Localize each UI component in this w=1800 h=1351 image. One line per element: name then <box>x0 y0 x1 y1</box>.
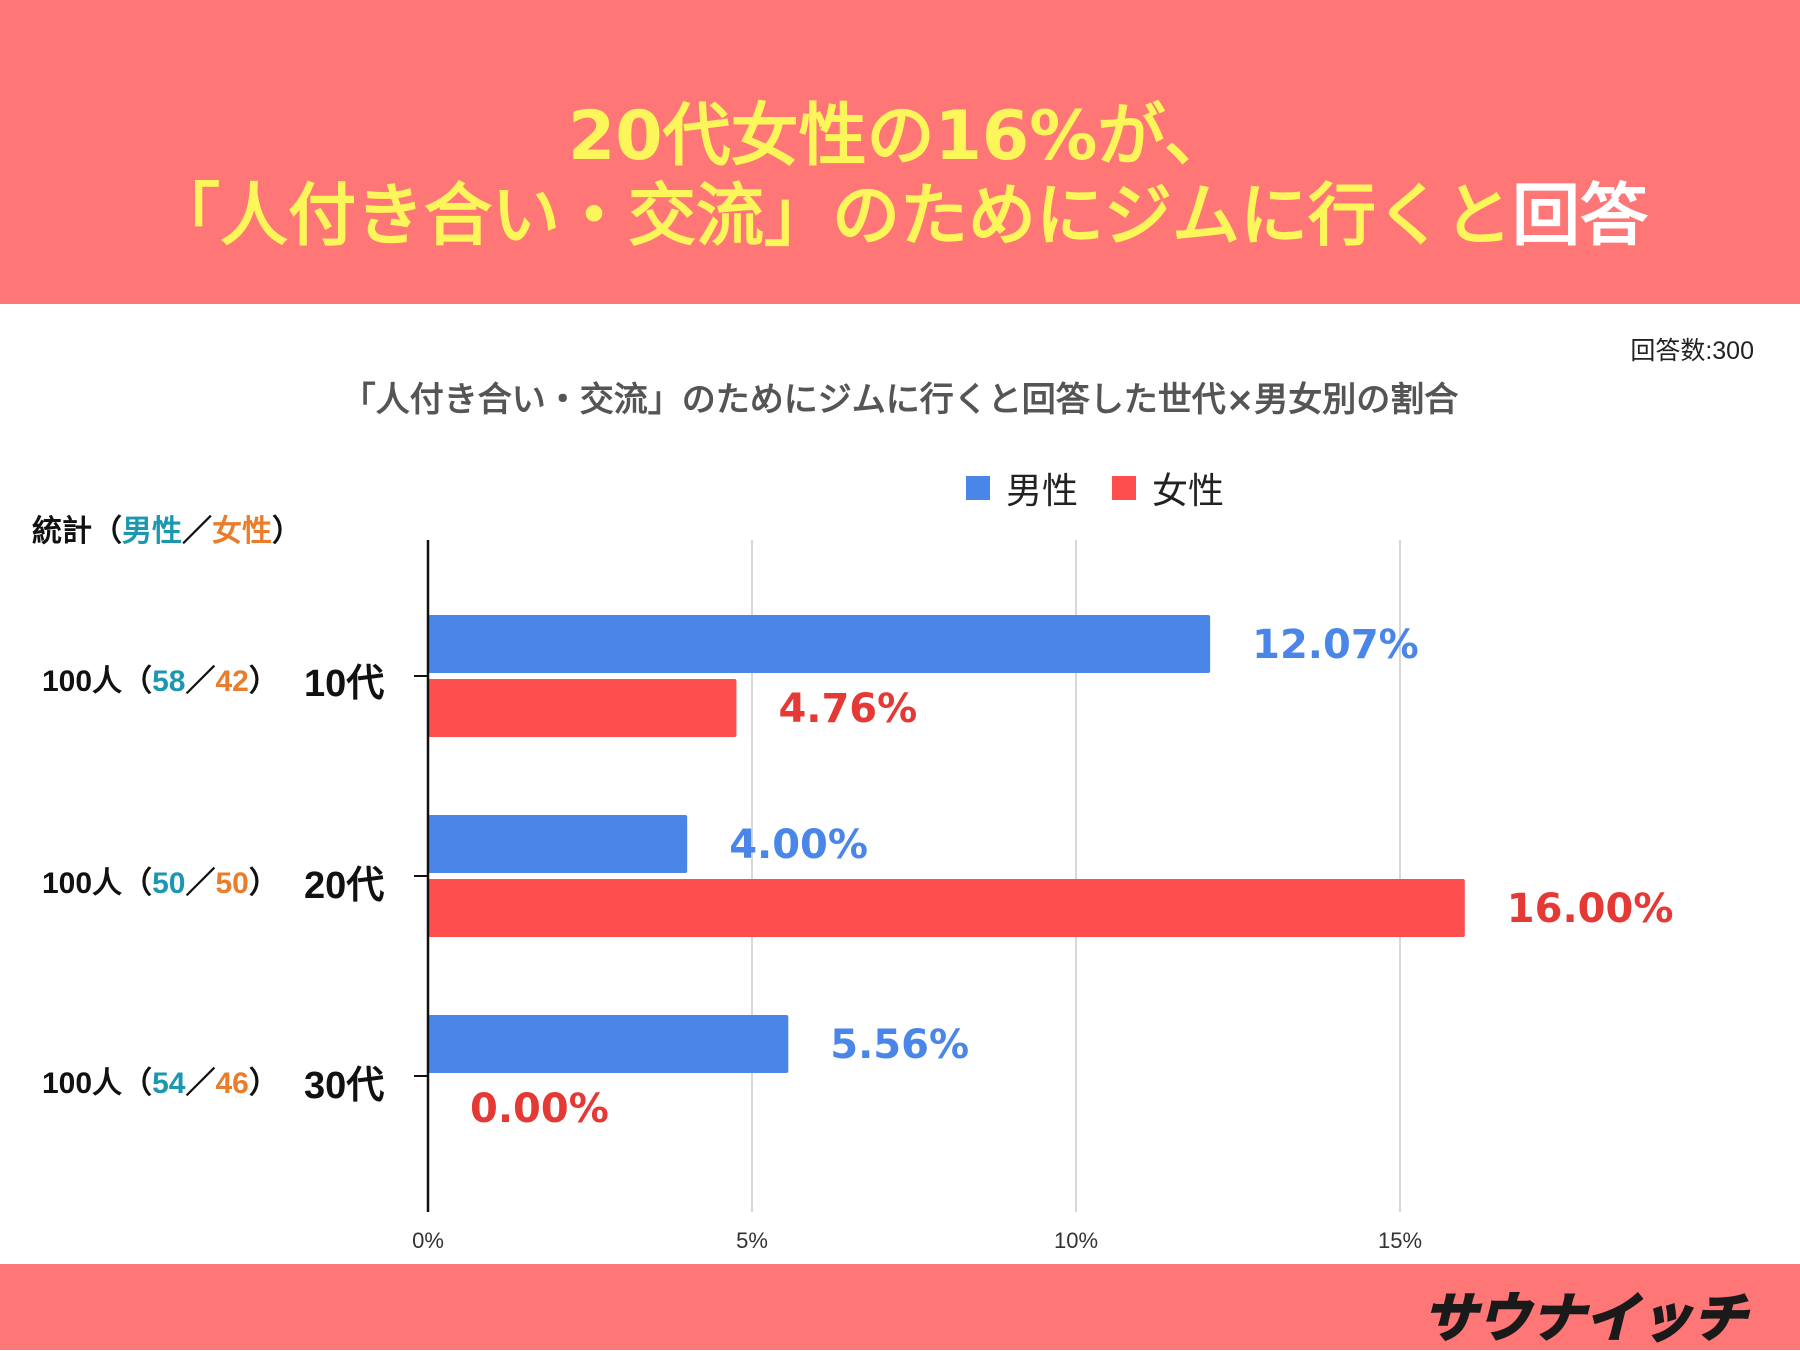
legend-item-female: 女性 <box>1112 462 1224 514</box>
stat-total: 100人（ <box>42 665 153 698</box>
stats-header-male: 男性 <box>122 514 182 549</box>
category-label-30s: 30代 <box>304 1065 385 1107</box>
stat-sep: ／ <box>185 867 216 900</box>
x-tick-label-5: 5% <box>736 1228 768 1253</box>
footer-banner <box>0 1264 1800 1350</box>
bar-female-1 <box>428 879 1465 937</box>
data-label-female-0: 4.76% <box>778 686 917 732</box>
stat-close: ） <box>248 867 279 900</box>
bar-male-1 <box>428 815 688 873</box>
x-tick-label-10: 10% <box>1054 1228 1098 1253</box>
stat-female: 42 <box>215 665 249 698</box>
data-label-female-1: 16.00% <box>1507 886 1674 932</box>
stats-header-sep: ／ <box>182 514 212 549</box>
bar-chart: 0% 5% 10% 15% 12.07% 4.76% 4.00% 16.00% 5.56% 0.0… <box>412 540 1674 1253</box>
headline-line-2-main: 「人付き合い・交流」のためにジムに行くと <box>151 177 1512 256</box>
data-label-male-2: 5.56% <box>830 1022 969 1068</box>
stat-close: ） <box>248 1067 279 1100</box>
data-label-male-0: 12.07% <box>1252 622 1419 668</box>
legend-swatch-female <box>1112 476 1137 500</box>
stat-female: 50 <box>215 867 249 900</box>
x-tick-label-0: 0% <box>412 1228 444 1253</box>
legend-label-male: 男性 <box>1006 471 1079 512</box>
chart-title: 「人付き合い・交流」のためにジムに行くと回答した世代×男女別の割合 <box>341 380 1459 420</box>
stats-header: 統計（男性／女性） <box>32 506 302 550</box>
stat-sep: ／ <box>185 665 216 698</box>
stat-female: 46 <box>215 1067 249 1100</box>
stat-male: 54 <box>152 1067 186 1100</box>
headline-line-2: 「人付き合い・交流」のためにジムに行くと回答 <box>0 160 1800 259</box>
stat-total: 100人（ <box>42 1067 153 1100</box>
stat-row-30s: 100人（54／46） <box>42 1058 279 1102</box>
headline-line-1: 20代女性の16%が、 <box>567 97 1233 176</box>
respondent-count: 回答数:300 <box>1630 337 1754 365</box>
stat-total: 100人（ <box>42 867 153 900</box>
category-label-20s: 20代 <box>304 865 385 907</box>
chart-legend: 男性 女性 <box>966 462 1258 514</box>
stats-header-prefix: 統計（ <box>32 514 122 549</box>
data-label-male-1: 4.00% <box>729 822 868 868</box>
legend-item-male: 男性 <box>966 462 1078 514</box>
legend-label-female: 女性 <box>1152 471 1225 512</box>
bar-male-2 <box>428 1015 789 1073</box>
stat-close: ） <box>248 665 279 698</box>
stat-male: 58 <box>152 665 186 698</box>
bar-female-0 <box>428 679 737 737</box>
stats-header-female: 女性 <box>212 514 272 549</box>
brand-logo: サウナイッチ <box>1422 1288 1748 1351</box>
headline-line-2-tail: 回答 <box>1512 177 1649 256</box>
x-tick-label-15: 15% <box>1378 1228 1422 1253</box>
stat-male: 50 <box>152 867 186 900</box>
category-label-10s: 10代 <box>304 663 385 705</box>
stat-row-20s: 100人（50／50） <box>42 858 279 902</box>
data-label-female-2: 0.00% <box>470 1086 609 1132</box>
bar-male-0 <box>428 615 1211 673</box>
stats-header-suffix: ） <box>272 514 302 549</box>
stat-sep: ／ <box>185 1067 216 1100</box>
legend-swatch-male <box>966 476 990 500</box>
header-banner <box>0 0 1800 304</box>
stat-row-10s: 100人（58／42） <box>42 656 279 700</box>
